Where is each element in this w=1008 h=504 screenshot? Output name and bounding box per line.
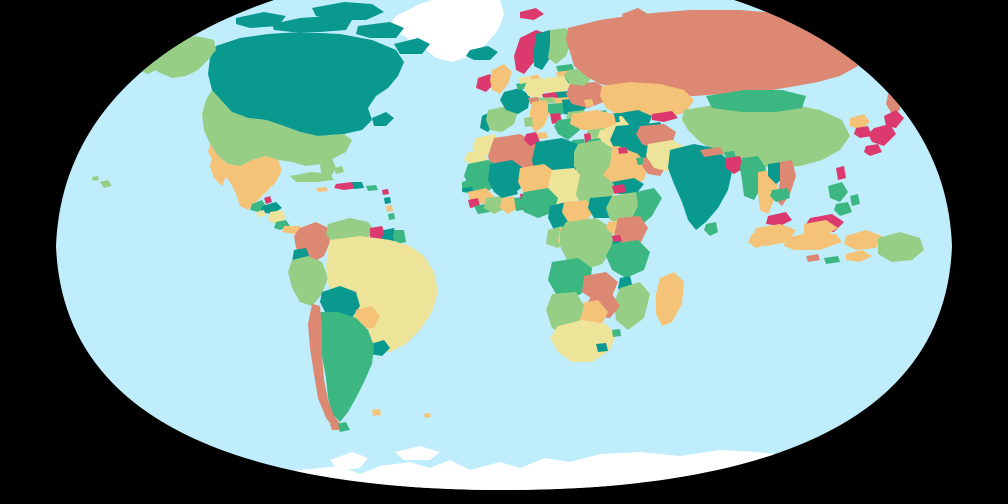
region-africa — [462, 132, 684, 362]
region-asia — [636, 90, 924, 264]
region-north-america — [92, 2, 430, 234]
region-south-america — [288, 218, 438, 432]
